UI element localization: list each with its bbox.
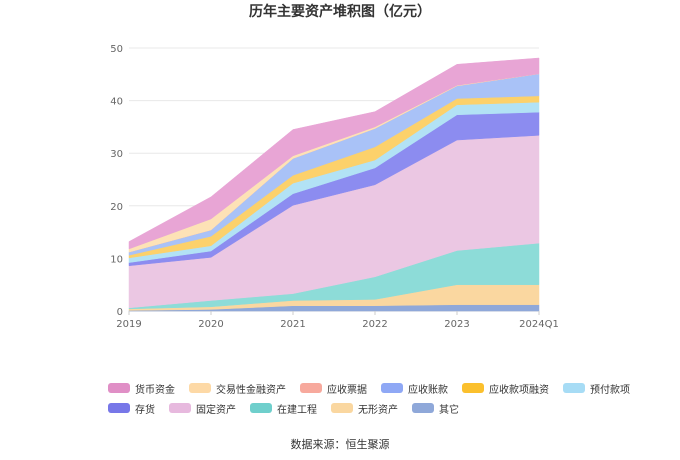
legend-item[interactable]: 其它: [412, 401, 459, 416]
legend-item[interactable]: 货币资金: [108, 381, 175, 396]
legend-item[interactable]: 应收账款: [381, 381, 448, 396]
legend-item[interactable]: 应收款项融资: [462, 381, 549, 396]
legend-label: 货币资金: [135, 384, 175, 396]
legend-label: 在建工程: [277, 404, 317, 416]
legend-item[interactable]: 交易性金融资产: [189, 381, 286, 396]
y-tick-label: 40: [110, 97, 123, 108]
legend-label: 固定资产: [196, 404, 236, 416]
legend-item[interactable]: 预付款项: [563, 381, 630, 396]
y-tick-label: 0: [117, 307, 123, 318]
legend-row: 存货 固定资产 在建工程 无形资产 其它: [108, 398, 628, 418]
legend-swatch: [331, 403, 353, 413]
legend-swatch: [300, 383, 322, 393]
x-tick-label: 2020: [198, 319, 223, 330]
x-tick-label: 2023: [444, 319, 469, 330]
legend-label: 应收款项融资: [489, 384, 549, 396]
x-tick-label: 2024Q1: [519, 319, 559, 330]
area-series-货币资金: [128, 57, 540, 250]
legend-label: 预付款项: [590, 384, 630, 396]
legend-label: 存货: [135, 404, 155, 416]
legend-swatch: [108, 383, 130, 393]
y-tick-label: 20: [110, 202, 123, 213]
chart-title: 历年主要资产堆积图（亿元）: [249, 4, 431, 20]
legend-swatch: [563, 383, 585, 393]
legend-swatch: [108, 403, 130, 413]
legend-item[interactable]: 存货: [108, 401, 155, 416]
legend-label: 交易性金融资产: [216, 384, 286, 396]
legend-swatch: [412, 403, 434, 413]
legend-item[interactable]: 无形资产: [331, 401, 398, 416]
legend-item[interactable]: 固定资产: [169, 401, 236, 416]
area-series: [128, 57, 540, 312]
legend-row: 货币资金 交易性金融资产 应收票据 应收账款 应收款项融资 预付款项: [108, 378, 630, 398]
chart-legend: 货币资金 交易性金融资产 应收票据 应收账款 应收款项融资 预付款项存货 固定资产 在建工程 无…: [108, 378, 630, 418]
x-tick-label: 2022: [362, 319, 387, 330]
x-tick-label: 2019: [116, 319, 141, 330]
legend-label: 应收票据: [327, 384, 367, 396]
legend-swatch: [462, 383, 484, 393]
legend-swatch: [169, 403, 191, 413]
legend-swatch: [381, 383, 403, 393]
x-tick-label: 2021: [280, 319, 305, 330]
legend-item[interactable]: 应收票据: [300, 381, 367, 396]
y-tick-label: 50: [110, 44, 123, 55]
legend-item[interactable]: 在建工程: [250, 401, 317, 416]
legend-label: 其它: [439, 404, 459, 416]
legend-label: 应收账款: [408, 384, 448, 396]
legend-swatch: [250, 403, 272, 413]
stacked-area-chart: 0 10 20 30 40 50 2019 2020 2021 2022 2023 2024Q1: [110, 44, 559, 330]
legend-label: 无形资产: [358, 404, 398, 416]
legend-swatch: [189, 383, 211, 393]
y-tick-label: 10: [110, 254, 123, 265]
axes: 0 10 20 30 40 50 2019 2020 2021 2022 2023 2024Q1: [110, 44, 559, 330]
y-tick-label: 30: [110, 149, 123, 160]
data-source: 数据来源：恒生聚源: [290, 438, 390, 451]
